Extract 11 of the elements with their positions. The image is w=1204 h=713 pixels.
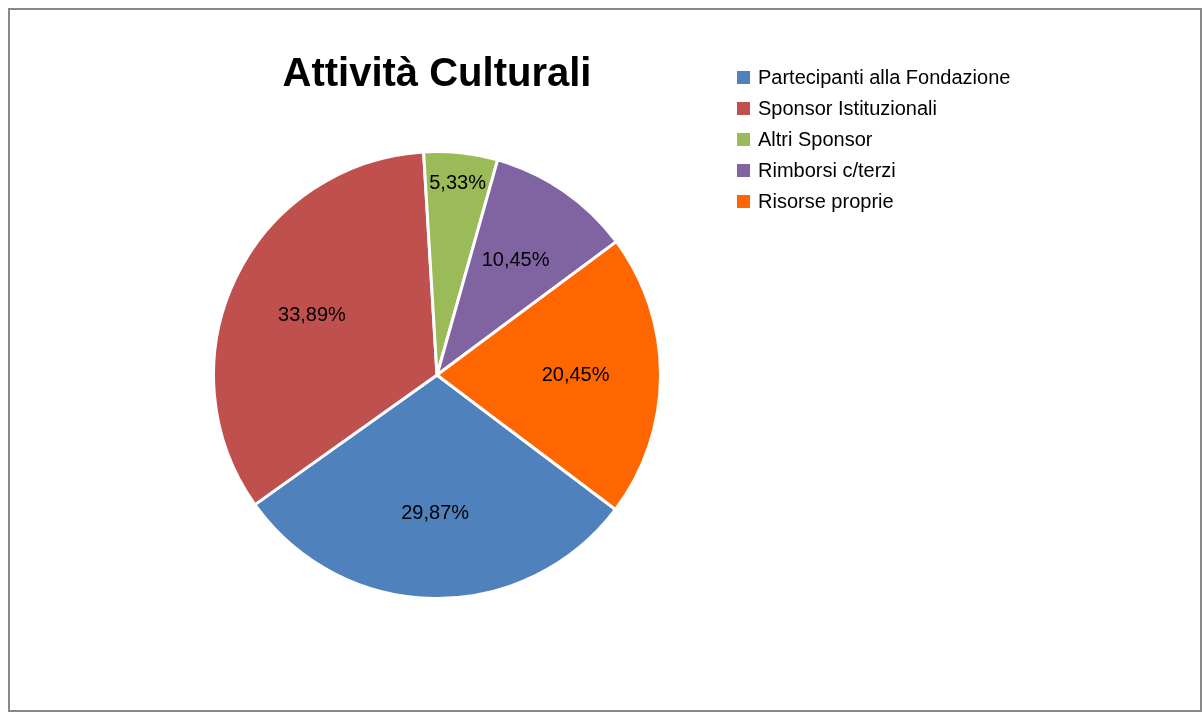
data-label: 33,89% [278,302,347,325]
legend-label: Rimborsi c/terzi [758,158,896,183]
legend-label: Partecipanti alla Fondazione [758,65,1011,90]
legend-label: Sponsor Istituzionali [758,96,937,121]
legend-label: Altri Sponsor [758,127,873,152]
data-label: 29,87% [401,501,470,524]
data-label: 5,33% [429,171,487,194]
chart-title: Attività Culturali [282,50,592,95]
data-label: 10,45% [481,248,550,271]
data-label: 20,45% [541,362,610,385]
legend-label: Risorse proprie [758,189,894,214]
